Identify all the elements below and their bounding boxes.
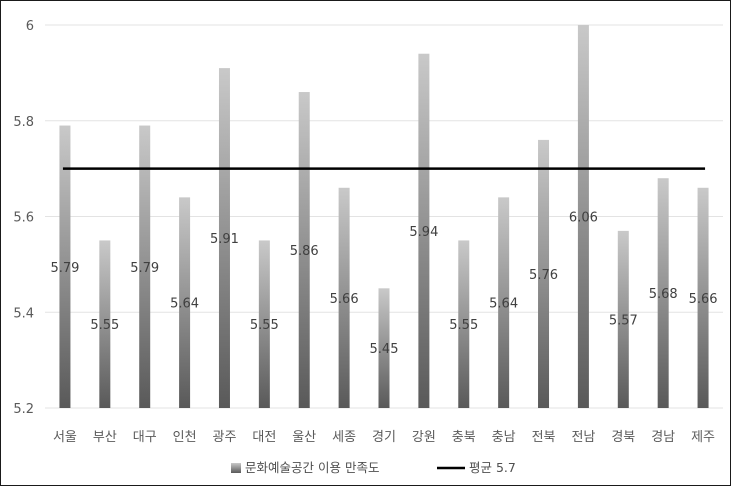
data-labels: 5.79 5.55 5.79 5.64 5.91 5.55 5.86 5.66 5.45 5.94… [50,211,717,358]
legend-line-label: 평균 5.7 [469,460,516,475]
bar [657,178,669,408]
data-label: 5.45 [370,342,399,357]
bar [218,68,230,409]
x-tick-label: 대전 [252,430,276,445]
x-tick-label: 인천 [173,430,197,445]
data-label: 5.79 [50,261,79,276]
bars [59,25,709,409]
data-label: 5.55 [449,318,478,333]
bar [298,92,310,409]
y-tick-label: 5.8 [13,115,34,130]
data-label: 5.66 [330,292,359,307]
bar [697,187,709,408]
bar [59,125,71,408]
bar [577,25,589,408]
data-label: 5.79 [130,261,159,276]
data-label: 5.91 [210,232,239,247]
x-tick-label: 대구 [133,430,157,445]
legend-bar-label: 문화예술공간 이용 만족도 [245,460,379,475]
data-label: 5.68 [649,287,678,302]
data-label: 5.76 [529,268,558,283]
y-tick-label: 5.2 [13,402,34,417]
data-label: 5.55 [90,318,119,333]
x-tick-label: 강원 [412,430,436,445]
data-label: 5.66 [689,292,718,307]
bar [538,139,550,408]
data-label: 5.64 [489,297,518,312]
legend: 문화예술공간 이용 만족도 평균 5.7 [231,460,516,475]
y-tick-label: 6 [26,19,34,34]
x-tick-label: 제주 [691,430,715,445]
x-axis-tick-labels: 서울 부산 대구 인천 광주 대전 울산 세종 경기 강원 충북 충남 전북 전남 경북 경남 제주 [53,430,715,445]
y-tick-label: 5.4 [13,306,34,321]
x-tick-label: 전북 [532,430,556,445]
gridlines [45,24,723,409]
y-tick-label: 5.6 [13,211,34,226]
x-tick-label: 경북 [611,430,635,445]
x-tick-label: 광주 [213,430,237,445]
bar [498,197,510,408]
y-axis-tick-labels: 5.2 5.4 5.6 5.8 6 [13,19,34,417]
data-label: 6.06 [569,211,598,226]
x-tick-label: 울산 [292,430,316,445]
bar [458,240,470,408]
x-tick-label: 세종 [332,430,356,445]
x-tick-label: 부산 [93,430,117,445]
x-tick-label: 충남 [492,430,516,445]
data-label: 5.57 [609,313,638,328]
bar [258,240,270,408]
x-tick-label: 서울 [53,430,77,445]
data-label: 5.86 [290,244,319,259]
bar [338,187,350,408]
bar [179,197,191,408]
bar [99,240,111,408]
bar [139,125,151,408]
legend-bar-swatch [231,463,241,473]
data-label: 5.94 [409,225,438,240]
x-tick-label: 경기 [372,430,396,445]
x-tick-label: 충북 [452,430,476,445]
data-label: 5.64 [170,297,199,312]
bar [617,230,629,408]
bar [418,53,430,408]
x-tick-label: 전남 [571,430,595,445]
data-label: 5.55 [250,318,279,333]
x-tick-label: 경남 [651,430,675,445]
bar [378,288,390,408]
